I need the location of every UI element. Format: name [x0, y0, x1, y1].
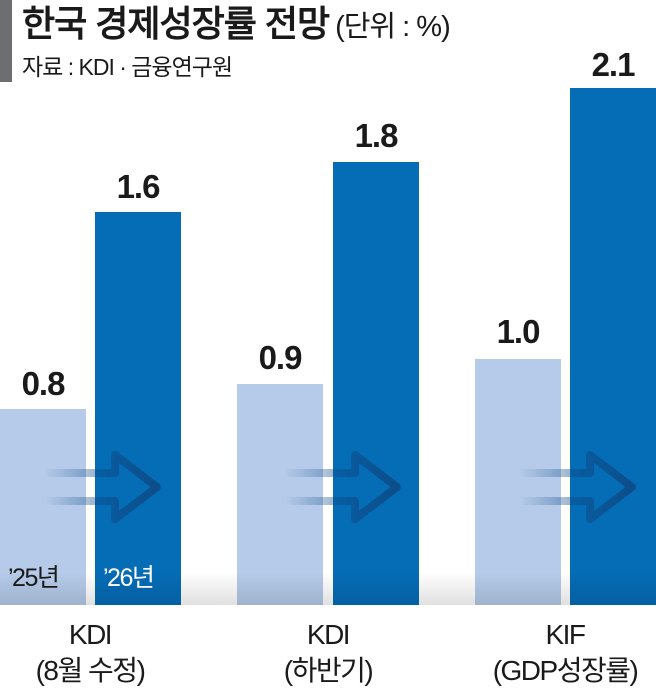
- legend-2026: ’26년: [103, 564, 155, 592]
- category-note: (8월 수정): [35, 655, 146, 686]
- title-accent-bar: [0, 0, 12, 82]
- bar-kdi-h2-2026: [333, 162, 419, 605]
- value-label: 2.1: [591, 46, 636, 83]
- value-label: 0.8: [21, 365, 66, 402]
- category-name: KIF: [545, 619, 586, 650]
- bar-kdi-h2-2025: [237, 384, 323, 605]
- bar-kdi-aug-2025: [0, 409, 86, 605]
- bar-kdi-aug-2026: [95, 212, 181, 605]
- category-name: KDI: [68, 619, 113, 650]
- arrow-right-icon: [45, 451, 161, 523]
- source-label: 자료 : KDI · 금융연구원: [22, 54, 233, 80]
- value-label: 1.8: [354, 117, 399, 154]
- category-name: KDI: [306, 619, 351, 650]
- category-label-kdi-aug: KDI (8월 수정): [0, 617, 190, 689]
- value-label: 1.0: [496, 313, 541, 350]
- arrow-right-icon: [520, 451, 636, 523]
- category-label-kdi-h2: KDI (하반기): [228, 617, 428, 689]
- legend-2025: ’25년: [8, 564, 60, 592]
- category-note: (GDP성장률): [492, 655, 639, 686]
- value-label: 1.6: [116, 168, 161, 205]
- value-label: 0.9: [258, 339, 303, 376]
- chart-title: 한국 경제성장률 전망 (단위 : %): [22, 2, 451, 49]
- bar-kif-2026: [570, 88, 656, 605]
- category-note: (하반기): [283, 655, 374, 686]
- bar-kif-2025: [475, 359, 561, 605]
- title-text: 한국 경제성장률 전망: [22, 3, 330, 44]
- arrow-right-icon: [285, 451, 401, 523]
- unit-label: (단위 : %): [335, 11, 451, 43]
- category-label-kif: KIF (GDP성장률): [465, 617, 656, 689]
